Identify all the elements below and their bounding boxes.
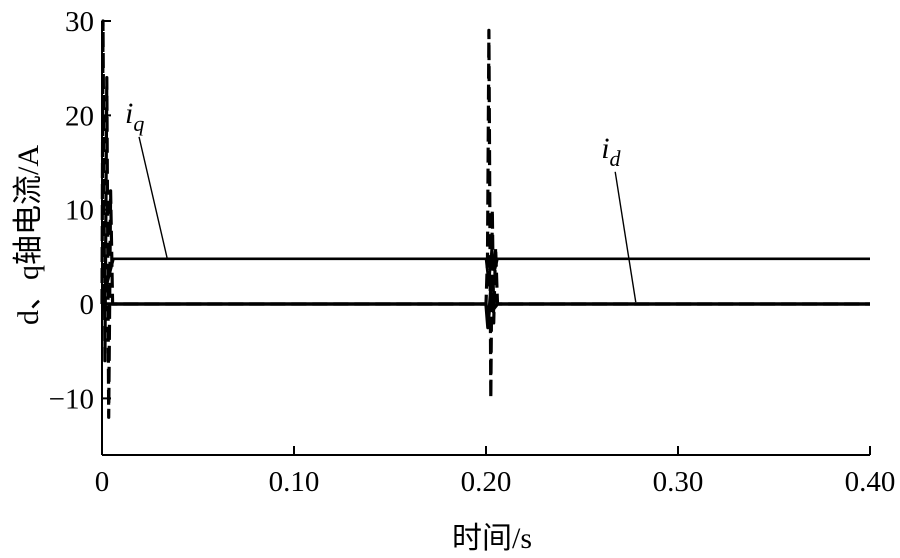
x-tick-label: 0.40: [845, 466, 896, 498]
series-layer: [100, 19, 870, 419]
ticks-layer: 0 0.10 0.20 0.30 0.40 −10 0 10 20 30: [49, 6, 896, 498]
x-tick-label: 0.30: [653, 466, 704, 498]
x-tick-label: 0.20: [461, 466, 512, 498]
y-tick-label: 20: [65, 100, 94, 132]
annotation-layer: iq id: [125, 97, 637, 303]
y-tick-label: 10: [65, 195, 94, 227]
x-axis-title: 时间/s: [452, 522, 532, 555]
y-tick-label: −10: [49, 383, 94, 415]
axes-layer: [101, 21, 870, 456]
annotation-label-id: id: [601, 132, 621, 171]
annotation-leader-iq: [138, 136, 168, 259]
series-line-3: [100, 19, 870, 419]
y-tick-label: 30: [65, 6, 94, 38]
y-axis-title: d、q轴电流/A: [12, 145, 45, 325]
annotation-leader-id: [614, 171, 637, 303]
x-tick-label: 0.10: [269, 466, 320, 498]
annotation-label-iq: iq: [125, 97, 144, 136]
y-tick-label: 0: [80, 289, 95, 321]
x-tick-label: 0: [95, 466, 110, 498]
